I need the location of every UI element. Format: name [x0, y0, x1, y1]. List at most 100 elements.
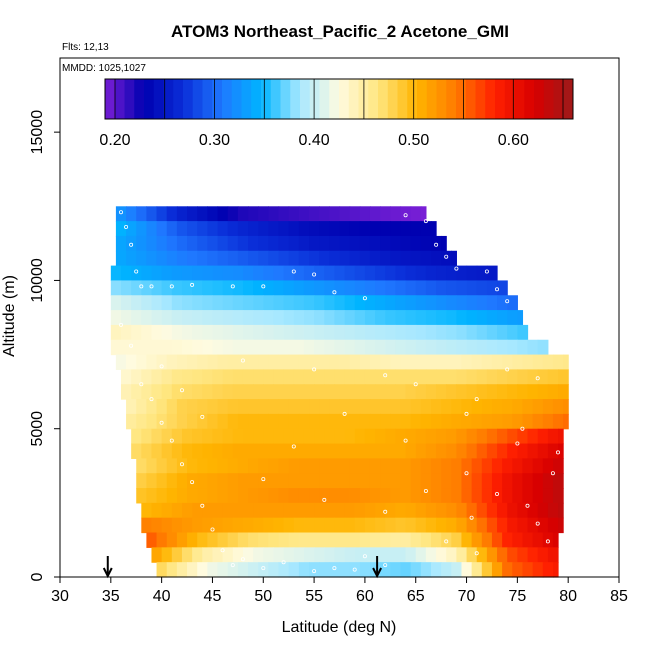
- heat-cell: [451, 399, 463, 415]
- heat-cell: [537, 369, 549, 385]
- heat-cell: [141, 295, 153, 311]
- heat-cell: [263, 428, 275, 445]
- heat-cell: [120, 324, 132, 341]
- heat-cell: [197, 250, 208, 267]
- heat-cell: [202, 428, 214, 445]
- x-tick-label: 55: [305, 588, 323, 605]
- heat-cell: [156, 458, 168, 474]
- heat-cell: [507, 295, 518, 311]
- heat-cell: [349, 206, 361, 222]
- heat-cell: [359, 413, 371, 430]
- heat-cell: [126, 221, 137, 237]
- heat-cell: [212, 324, 224, 341]
- heat-cell: [217, 473, 229, 489]
- heat-cell: [344, 369, 356, 385]
- heat-cell: [166, 488, 178, 504]
- heat-cell: [192, 502, 203, 519]
- heat-cell: [232, 265, 244, 282]
- heat-cell: [242, 443, 254, 459]
- heat-cell: [120, 265, 132, 282]
- heat-cell: [227, 235, 239, 252]
- heat-cell: [268, 221, 280, 237]
- heat-cell: [456, 384, 468, 400]
- colorbar-segment: [368, 79, 379, 119]
- colorbar-segment: [212, 79, 223, 119]
- flight-point: [149, 397, 154, 402]
- heat-cell: [115, 235, 127, 252]
- heat-cell: [273, 547, 285, 563]
- heat-cell: [288, 206, 300, 222]
- heat-cell: [542, 488, 554, 504]
- heat-cell: [456, 517, 468, 534]
- flight-point: [403, 438, 408, 443]
- heat-cell: [415, 339, 427, 356]
- heat-cell: [293, 295, 305, 311]
- heat-cell: [405, 547, 417, 563]
- colorbar-segment: [173, 79, 184, 119]
- heat-cell: [354, 443, 366, 459]
- flight-point: [190, 480, 195, 485]
- heat-cell: [405, 310, 417, 326]
- flight-point: [484, 269, 489, 274]
- heat-cell: [375, 339, 386, 356]
- heat-cell: [349, 354, 361, 370]
- heat-cell: [329, 399, 341, 415]
- heat-cell: [527, 339, 539, 356]
- heat-cell: [237, 206, 249, 222]
- heat-cell: [126, 235, 137, 252]
- flight-point: [200, 414, 205, 419]
- heat-cell: [227, 221, 239, 237]
- heat-cell: [293, 517, 305, 534]
- heat-cell: [268, 458, 280, 474]
- heat-cell: [354, 547, 366, 563]
- heat-cell: [456, 280, 468, 296]
- heat-cell: [441, 413, 452, 430]
- heat-cell: [303, 547, 315, 563]
- heat-cell: [542, 399, 554, 415]
- heat-cell: [334, 339, 346, 356]
- x-tick-label: 85: [610, 588, 628, 605]
- heat-cell: [197, 458, 208, 474]
- flight-point: [444, 254, 449, 259]
- heat-cell: [369, 399, 381, 415]
- heat-cell: [451, 473, 463, 489]
- heat-cell: [471, 532, 483, 548]
- heat-cell: [171, 339, 183, 356]
- heat-cell: [334, 428, 346, 445]
- heat-cell: [334, 384, 346, 400]
- heat-cell: [237, 235, 249, 252]
- heat-cell: [329, 221, 341, 237]
- heat-cell: [181, 280, 193, 296]
- heat-cell: [522, 413, 534, 430]
- heat-cell: [461, 532, 473, 548]
- heat-cell: [385, 428, 396, 445]
- heat-cell: [364, 369, 376, 385]
- heat-cell: [420, 206, 427, 222]
- heat-cell: [497, 517, 508, 534]
- heat-cell: [309, 206, 320, 222]
- heat-cell: [126, 250, 137, 267]
- heat-cell: [502, 488, 513, 504]
- heat-cell: [171, 310, 183, 326]
- heat-cell: [242, 265, 254, 282]
- heat-cell: [263, 547, 275, 563]
- colorbar-segment: [222, 79, 233, 119]
- heat-cell: [217, 354, 229, 370]
- heat-cell: [502, 399, 513, 415]
- heat-cell: [486, 428, 498, 445]
- heat-cell: [176, 354, 188, 370]
- heat-cell: [192, 339, 203, 356]
- heat-cell: [212, 428, 224, 445]
- heat-cell: [552, 562, 559, 578]
- heat-cell: [131, 384, 142, 400]
- heat-cell: [176, 562, 188, 578]
- colorbar-segment: [319, 79, 330, 119]
- flight-point: [535, 376, 540, 381]
- heat-cell: [187, 206, 198, 222]
- heat-cell: [497, 502, 508, 519]
- heat-cell: [405, 384, 417, 400]
- heat-cell: [192, 428, 203, 445]
- flight-point: [261, 284, 266, 289]
- heat-cell: [486, 310, 498, 326]
- heat-cell: [192, 310, 203, 326]
